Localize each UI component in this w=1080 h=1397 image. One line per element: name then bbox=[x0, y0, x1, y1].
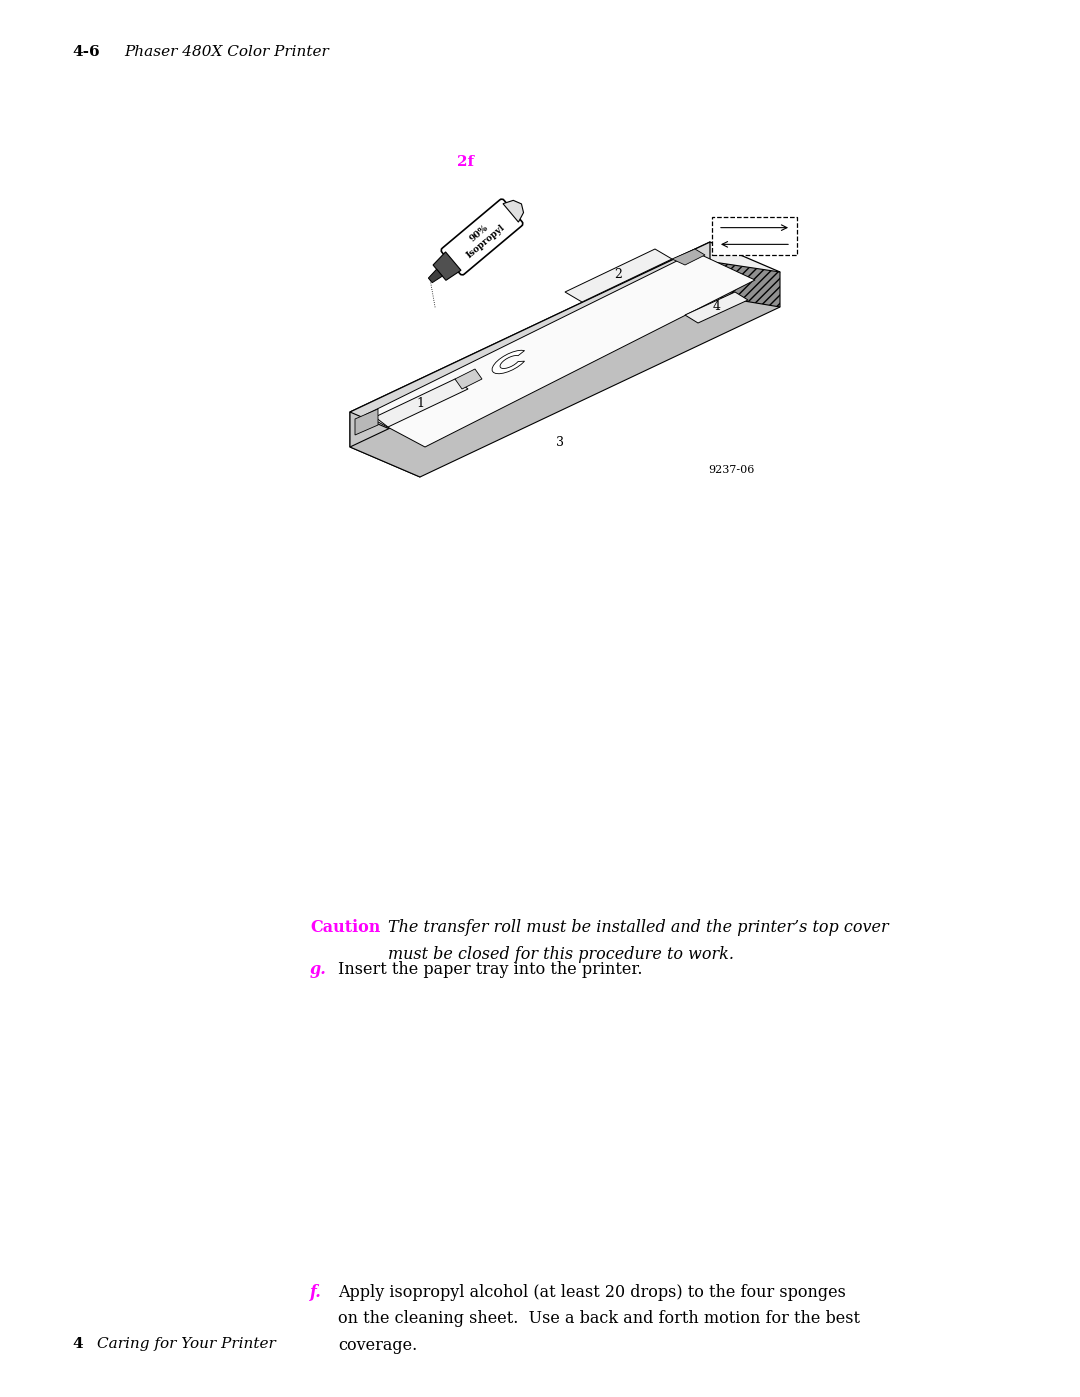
Polygon shape bbox=[375, 379, 468, 427]
Polygon shape bbox=[365, 251, 755, 447]
Polygon shape bbox=[350, 242, 710, 447]
Polygon shape bbox=[672, 249, 705, 265]
Polygon shape bbox=[433, 251, 461, 281]
Text: Phaser 480X Color Printer: Phaser 480X Color Printer bbox=[124, 45, 328, 59]
Text: The transfer roll must be installed and the printer’s top cover: The transfer roll must be installed and … bbox=[388, 919, 889, 936]
Text: coverage.: coverage. bbox=[338, 1337, 417, 1354]
Polygon shape bbox=[685, 292, 748, 323]
Text: 9237-06: 9237-06 bbox=[708, 465, 755, 475]
FancyBboxPatch shape bbox=[441, 198, 523, 275]
Text: Apply isopropyl alcohol (at least 20 drops) to the four sponges: Apply isopropyl alcohol (at least 20 dro… bbox=[338, 1284, 846, 1301]
Text: 4: 4 bbox=[72, 1337, 83, 1351]
Text: 4-6: 4-6 bbox=[72, 45, 99, 59]
Text: 90%
Isopropyl: 90% Isopropyl bbox=[458, 214, 507, 260]
Bar bbox=[712, 217, 797, 256]
Polygon shape bbox=[350, 242, 780, 441]
Text: Caution: Caution bbox=[310, 919, 380, 936]
Text: 3: 3 bbox=[556, 436, 564, 448]
Text: 4: 4 bbox=[713, 299, 721, 313]
Text: g.: g. bbox=[310, 961, 327, 978]
Polygon shape bbox=[492, 351, 525, 374]
Polygon shape bbox=[455, 369, 482, 388]
Polygon shape bbox=[429, 270, 443, 282]
Text: f.: f. bbox=[310, 1284, 322, 1301]
Polygon shape bbox=[680, 257, 780, 307]
Text: must be closed for this procedure to work.: must be closed for this procedure to wor… bbox=[388, 946, 734, 963]
Polygon shape bbox=[503, 200, 524, 222]
Polygon shape bbox=[350, 277, 780, 476]
Text: Insert the paper tray into the printer.: Insert the paper tray into the printer. bbox=[338, 961, 643, 978]
Text: Caring for Your Printer: Caring for Your Printer bbox=[97, 1337, 275, 1351]
Text: 2f: 2f bbox=[457, 155, 474, 169]
Text: 1: 1 bbox=[416, 397, 424, 409]
Polygon shape bbox=[355, 409, 378, 434]
Polygon shape bbox=[350, 412, 420, 476]
Polygon shape bbox=[565, 249, 672, 302]
Text: 2: 2 bbox=[615, 268, 622, 282]
Text: on the cleaning sheet.  Use a back and forth motion for the best: on the cleaning sheet. Use a back and fo… bbox=[338, 1310, 860, 1327]
